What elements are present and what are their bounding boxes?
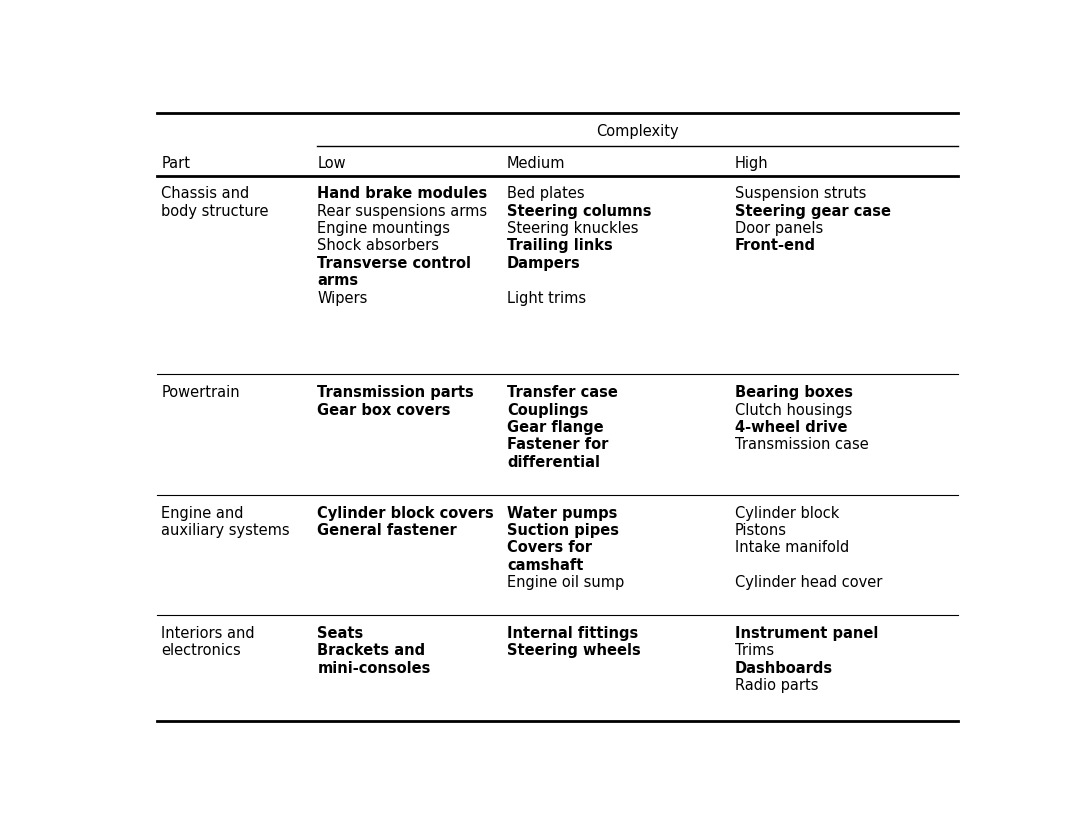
Text: Suction pipes: Suction pipes	[507, 523, 619, 538]
Text: body structure: body structure	[161, 203, 269, 219]
Text: Dampers: Dampers	[507, 256, 581, 271]
Text: Fastener for: Fastener for	[507, 438, 608, 453]
Text: General fastener: General fastener	[318, 523, 457, 538]
Text: Light trims: Light trims	[507, 291, 586, 306]
Text: Dashboards: Dashboards	[734, 661, 832, 676]
Text: Pistons: Pistons	[734, 523, 787, 538]
Text: Cylinder block covers: Cylinder block covers	[318, 505, 494, 521]
Text: Cylinder head cover: Cylinder head cover	[734, 575, 882, 590]
Text: mini-consoles: mini-consoles	[318, 661, 431, 676]
Text: Steering knuckles: Steering knuckles	[507, 221, 639, 236]
Text: Medium: Medium	[507, 156, 566, 171]
Text: Steering wheels: Steering wheels	[507, 644, 641, 658]
Text: Transfer case: Transfer case	[507, 385, 618, 400]
Text: Complexity: Complexity	[596, 124, 679, 139]
Text: Suspension struts: Suspension struts	[734, 186, 866, 201]
Text: Cylinder block: Cylinder block	[734, 505, 839, 521]
Text: Door panels: Door panels	[734, 221, 823, 236]
Text: Low: Low	[318, 156, 346, 171]
Text: Trims: Trims	[734, 644, 774, 658]
Text: Gear box covers: Gear box covers	[318, 402, 450, 417]
Text: differential: differential	[507, 455, 599, 470]
Text: Water pumps: Water pumps	[507, 505, 617, 521]
Text: Covers for: Covers for	[507, 541, 592, 556]
Text: Part: Part	[161, 156, 190, 171]
Text: Interiors and: Interiors and	[161, 626, 255, 641]
Text: Seats: Seats	[318, 626, 363, 641]
Text: Engine mountings: Engine mountings	[318, 221, 450, 236]
Text: Couplings: Couplings	[507, 402, 589, 417]
Text: Steering columns: Steering columns	[507, 203, 652, 219]
Text: Transmission case: Transmission case	[734, 438, 868, 453]
Text: camshaft: camshaft	[507, 558, 583, 573]
Text: Engine oil sump: Engine oil sump	[507, 575, 625, 590]
Text: Front-end: Front-end	[734, 239, 816, 253]
Text: Trailing links: Trailing links	[507, 239, 613, 253]
Text: Brackets and: Brackets and	[318, 644, 425, 658]
Text: Bearing boxes: Bearing boxes	[734, 385, 853, 400]
Text: Wipers: Wipers	[318, 291, 368, 306]
Text: Powertrain: Powertrain	[161, 385, 240, 400]
Text: electronics: electronics	[161, 644, 242, 658]
Text: Shock absorbers: Shock absorbers	[318, 239, 440, 253]
Text: 4-wheel drive: 4-wheel drive	[734, 420, 848, 435]
Text: Chassis and: Chassis and	[161, 186, 249, 201]
Text: Transverse control: Transverse control	[318, 256, 471, 271]
Text: Radio parts: Radio parts	[734, 678, 818, 693]
Text: Steering gear case: Steering gear case	[734, 203, 891, 219]
Text: Rear suspensions arms: Rear suspensions arms	[318, 203, 487, 219]
Text: Hand brake modules: Hand brake modules	[318, 186, 487, 201]
Text: Instrument panel: Instrument panel	[734, 626, 878, 641]
Text: Clutch housings: Clutch housings	[734, 402, 852, 417]
Text: Intake manifold: Intake manifold	[734, 541, 849, 556]
Text: Internal fittings: Internal fittings	[507, 626, 639, 641]
Text: Engine and: Engine and	[161, 505, 244, 521]
Text: Gear flange: Gear flange	[507, 420, 604, 435]
Text: auxiliary systems: auxiliary systems	[161, 523, 289, 538]
Text: High: High	[734, 156, 768, 171]
Text: Transmission parts: Transmission parts	[318, 385, 474, 400]
Text: Bed plates: Bed plates	[507, 186, 584, 201]
Text: arms: arms	[318, 273, 358, 288]
